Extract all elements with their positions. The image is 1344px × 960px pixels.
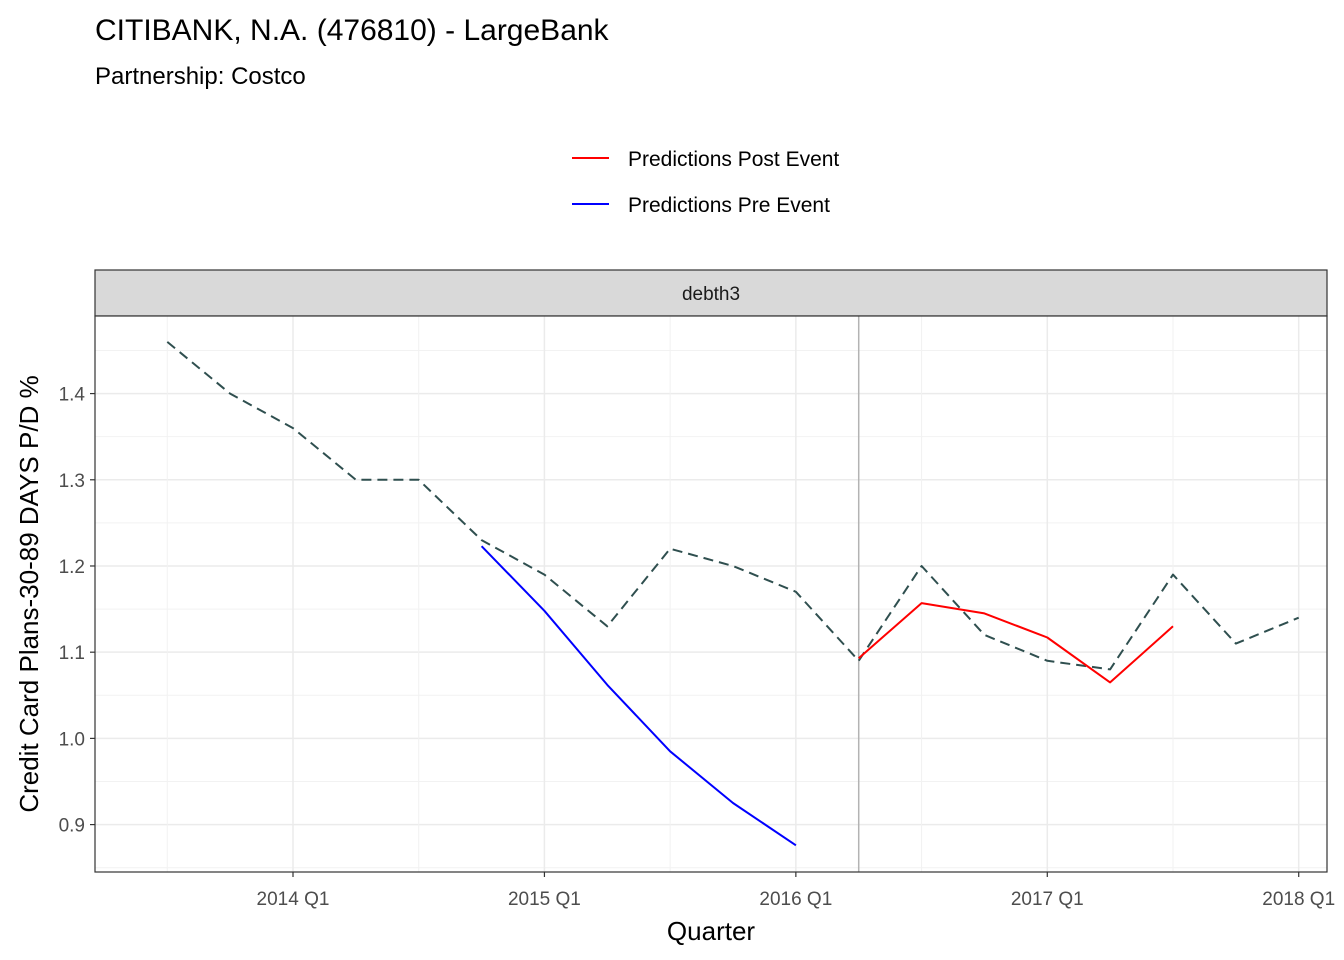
y-tick-label: 1.1 [59, 643, 85, 664]
legend: Predictions Post Event Predictions Pre E… [572, 148, 839, 217]
y-axis-title: Credit Card Plans-30-89 DAYS P/D % [14, 375, 44, 812]
x-tick-label: 2016 Q1 [759, 889, 832, 910]
legend-label-post-event: Predictions Post Event [628, 148, 839, 171]
x-tick-label: 2015 Q1 [508, 889, 581, 910]
facet-strip: debth3 [94, 269, 1328, 317]
y-tick-label: 0.9 [59, 816, 85, 837]
y-tick-label: 1.2 [59, 557, 85, 578]
chart-title: CITIBANK, N.A. (476810) - LargeBank [95, 14, 610, 47]
legend-label-pre-event: Predictions Pre Event [628, 194, 830, 217]
grid [95, 316, 1327, 872]
y-tick-label: 1.4 [59, 385, 86, 406]
facet-strip-label: debth3 [682, 284, 740, 305]
y-axis: 0.9 1.0 1.1 1.2 1.3 1.4 [59, 385, 95, 837]
x-tick-label: 2017 Q1 [1011, 889, 1084, 910]
chart-subtitle: Partnership: Costco [95, 63, 306, 90]
x-axis-title: Quarter [667, 916, 755, 946]
x-axis: 2014 Q1 2015 Q1 2016 Q1 2017 Q1 2018 Q1 [257, 872, 1335, 910]
series-layer [166, 341, 1300, 847]
actual-dashed-line [166, 341, 1300, 671]
plot-panel [95, 316, 1327, 872]
x-tick-label: 2018 Q1 [1262, 889, 1335, 910]
y-tick-label: 1.3 [59, 471, 85, 492]
pre-event-prediction-line [480, 545, 797, 847]
plot-panel-border [94, 315, 1328, 873]
x-tick-label: 2014 Q1 [257, 889, 330, 910]
facet-strip-background [94, 269, 1328, 317]
post-event-prediction-line [858, 602, 1174, 684]
y-tick-label: 1.0 [59, 729, 85, 750]
